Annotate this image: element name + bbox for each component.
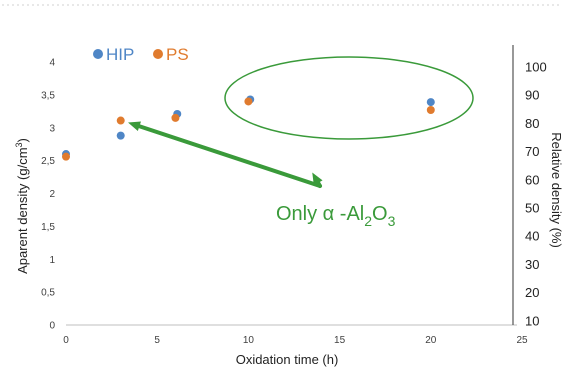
y2-tick-label: 30 xyxy=(525,257,539,272)
y2-tick-label: 90 xyxy=(525,88,539,103)
x-tick-label: 25 xyxy=(516,335,528,346)
data-point-ps xyxy=(62,152,70,161)
annotation-arrow-shaft xyxy=(316,180,322,188)
data-point-ps xyxy=(244,97,253,106)
x-tick-label: 10 xyxy=(243,335,255,346)
y-tick-label: 1 xyxy=(49,255,55,266)
y-tick-label: 0 xyxy=(49,321,55,332)
data-point-hip xyxy=(426,98,435,107)
y-tick-label: 2,5 xyxy=(41,156,55,167)
y2-tick-label: 10 xyxy=(525,313,539,328)
annotation-ellipse xyxy=(224,56,474,140)
y-tick-label: 0,5 xyxy=(41,288,55,299)
x-tick-label: 0 xyxy=(63,335,69,346)
data-point-ps xyxy=(116,116,125,125)
x-axis-label: Oxidation time (h) xyxy=(236,352,339,367)
y2-axis-label: Relative density (%) xyxy=(549,132,562,248)
data-point-ps xyxy=(426,105,435,114)
y-tick-label: 4 xyxy=(49,58,55,69)
y2-tick-label: 80 xyxy=(525,116,539,131)
legend-label-hip: HIP xyxy=(106,45,134,64)
x-tick-label: 20 xyxy=(425,335,437,346)
annotation-arrow-head xyxy=(128,121,141,132)
y2-tick-labels: 10 20 30 40 50 60 70 80 90 100 xyxy=(525,60,547,329)
annotation-arrow-head xyxy=(312,172,323,186)
data-points xyxy=(62,95,435,161)
annotation-arrows xyxy=(128,121,323,188)
annotation-text: Only α -Al2O3 xyxy=(276,203,396,229)
y2-tick-label: 50 xyxy=(525,201,539,216)
y-tick-label: 1,5 xyxy=(41,222,55,233)
y-tick-label: 3 xyxy=(49,123,55,134)
data-point-hip xyxy=(116,131,125,140)
x-tick-label: 5 xyxy=(154,335,160,346)
annotation-arrow-shaft xyxy=(137,124,322,188)
y-tick-label: 2 xyxy=(49,189,55,200)
data-point-ps xyxy=(171,113,180,122)
y2-tick-label: 100 xyxy=(525,60,547,75)
legend-label-ps: PS xyxy=(166,45,189,64)
y-axis-label: Aparent density (g/cm3) xyxy=(14,138,30,274)
y2-tick-label: 20 xyxy=(525,285,539,300)
legend-marker-hip xyxy=(93,49,103,59)
legend-marker-ps xyxy=(153,49,163,59)
x-tick-labels: 0 5 10 15 20 25 xyxy=(63,335,528,346)
legend: HIP PS xyxy=(93,45,189,64)
y-tick-label: 3,5 xyxy=(41,90,55,101)
y-tick-labels: 0 0,5 1 1,5 2 2,5 3 3,5 4 xyxy=(41,58,55,332)
y2-tick-label: 40 xyxy=(525,229,539,244)
y-axis-label-superscript: 3 xyxy=(14,142,24,147)
y2-tick-label: 70 xyxy=(525,144,539,159)
y2-tick-label: 60 xyxy=(525,172,539,187)
x-tick-label: 15 xyxy=(334,335,346,346)
